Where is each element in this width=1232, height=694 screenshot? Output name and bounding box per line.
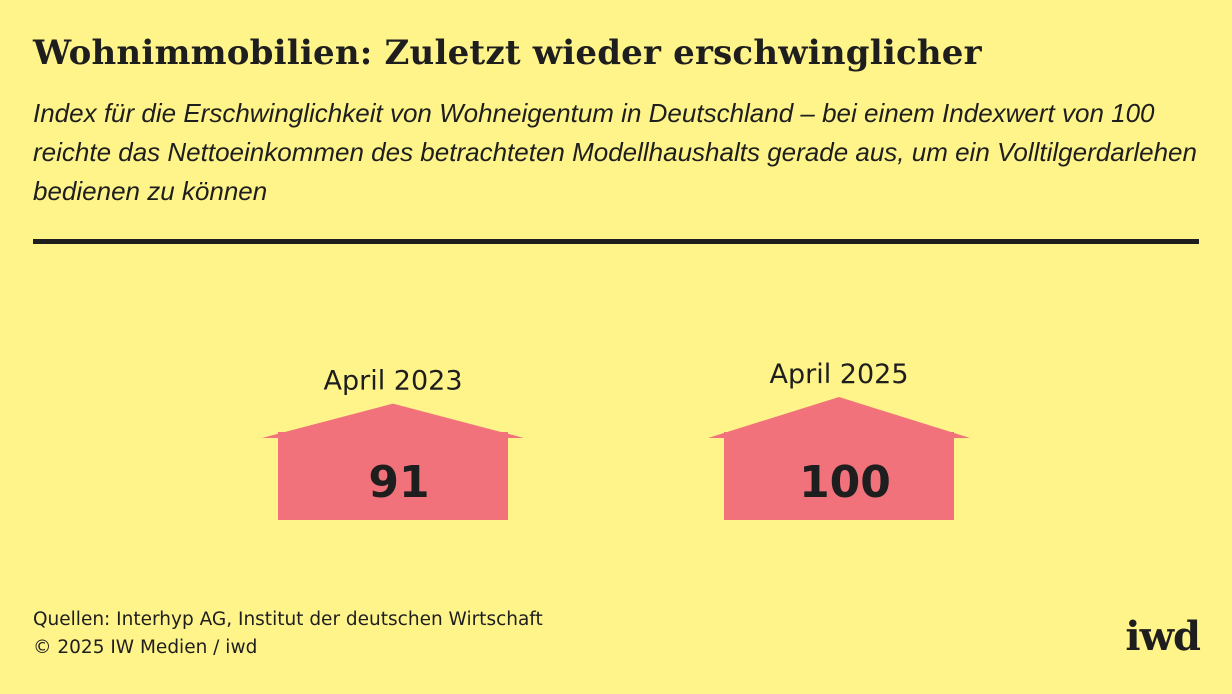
title-divider xyxy=(33,239,1199,244)
sources-text: Quellen: Interhyp AG, Institut der deuts… xyxy=(33,609,543,630)
house-roof xyxy=(708,397,970,438)
chart-subtitle: Index für die Erschwinglichkeit von Wohn… xyxy=(33,98,1197,206)
house-1: April 2023 91 xyxy=(262,366,524,520)
house-body xyxy=(278,432,508,520)
house-roof xyxy=(262,403,524,438)
house-2: April 2025 100 xyxy=(708,359,970,520)
category-label: April 2023 xyxy=(323,366,462,397)
chart-title: Wohnimmobilien: Zuletzt wieder erschwing… xyxy=(33,33,982,73)
value-label: 91 xyxy=(368,457,429,508)
category-label: April 2025 xyxy=(769,359,908,390)
value-label: 100 xyxy=(799,457,891,508)
footer-notes: Quellen: Interhyp AG, Institut der deuts… xyxy=(33,606,543,662)
house-body xyxy=(724,432,954,520)
iwd-logo: iwd xyxy=(1125,613,1201,660)
copyright-text: © 2025 IW Medien / iwd xyxy=(33,637,258,658)
